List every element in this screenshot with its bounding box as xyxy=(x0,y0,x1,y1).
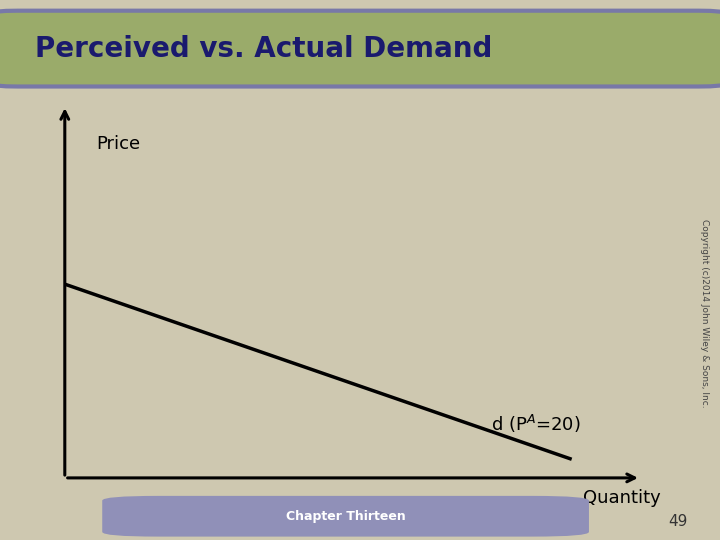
Text: d (P$^A$=20): d (P$^A$=20) xyxy=(491,413,581,435)
FancyBboxPatch shape xyxy=(102,496,589,537)
Text: Quantity: Quantity xyxy=(583,489,661,508)
FancyBboxPatch shape xyxy=(0,11,720,86)
Text: Chapter Thirteen: Chapter Thirteen xyxy=(286,510,405,523)
Text: 49: 49 xyxy=(668,514,688,529)
Text: Copyright (c)2014 John Wiley & Sons, Inc.: Copyright (c)2014 John Wiley & Sons, Inc… xyxy=(700,219,708,408)
Text: Perceived vs. Actual Demand: Perceived vs. Actual Demand xyxy=(35,35,492,63)
Text: Price: Price xyxy=(96,135,140,153)
